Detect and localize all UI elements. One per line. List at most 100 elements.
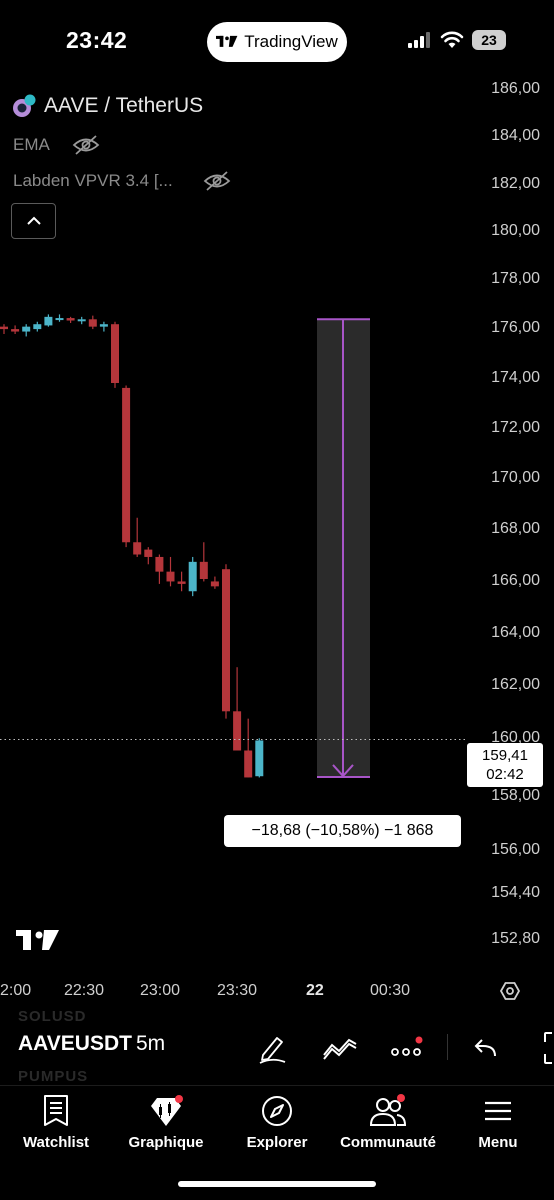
candle-body [188,561,197,592]
price-axis-label: 170,00 [491,469,540,486]
candle-body [22,326,31,332]
cellular-signal-icon [408,32,430,48]
price-axis-label: 184,00 [491,127,540,144]
nav-graphique[interactable]: Graphique [111,1094,221,1151]
indicator-label: Labden VPVR 3.4 [... [13,171,173,190]
candle [177,571,186,592]
price-axis-label: 166,00 [491,572,540,589]
compass-icon [262,1096,292,1126]
aave-coin-icon [13,94,36,117]
price-axis-label: 176,00 [491,319,540,336]
indicator-lines-icon [323,1038,357,1060]
candle-body [255,740,264,777]
ghost-symbol-below: PUMPUS [18,1068,89,1085]
nav-watchlist[interactable]: Watchlist [1,1094,111,1151]
candle-body [144,549,153,557]
candle-body [99,324,108,327]
undo-icon [474,1039,496,1057]
price-axis-label: 152,80 [491,930,540,947]
status-icons: 23 [408,30,506,50]
nav-explorer[interactable]: Explorer [222,1094,332,1151]
nav-label: Communauté [340,1134,436,1151]
status-time: 23:42 [66,27,128,53]
eye-hidden-icon[interactable] [203,170,231,192]
more-dots-icon [391,1036,423,1056]
measure-result-label: −18,68 (−10,58%) −1 868 [224,815,461,847]
price-chart[interactable] [0,0,554,1010]
time-axis-label: 23:30 [217,982,258,999]
chevron-up-icon [26,216,41,225]
candle [44,314,53,327]
nav-menu[interactable]: Menu [443,1094,553,1151]
chart-toolbar: AAVEUSDT 5m [0,1022,554,1074]
undo-button[interactable] [468,1030,504,1066]
settings-icon[interactable] [499,982,521,1000]
fullscreen-icon [544,1032,552,1064]
indicator-vpvr[interactable]: Labden VPVR 3.4 [... [13,170,231,192]
candle-body [233,711,242,751]
candle-body [210,581,219,587]
symbol-title: AAVE / TetherUS [44,94,204,117]
price-axis-label: 172,00 [491,419,540,436]
time-axis-label: 22:30 [64,982,105,999]
candle [22,324,31,337]
eye-hidden-icon[interactable] [72,134,100,156]
collapse-legend-button[interactable] [11,203,56,239]
community-icon [369,1094,407,1126]
price-axis-label: 182,00 [491,175,540,192]
candle [66,316,75,323]
candle-body [177,581,186,584]
time-axis-label: 23:00 [140,982,181,999]
candle-body [0,326,8,330]
price-axis-label: 186,00 [491,80,540,97]
home-indicator [178,1181,376,1187]
nav-communaute[interactable]: Communauté [333,1094,443,1151]
candle-body [77,319,86,322]
price-axis-label: 178,00 [491,270,540,287]
current-price-value: 159,41 [482,747,528,764]
candle-body [133,542,142,555]
candle-body [66,318,75,321]
candle-body [166,571,175,582]
indicators-button[interactable] [322,1030,358,1066]
candle [233,667,242,751]
tradingview-watermark-icon [16,930,59,950]
bottom-navigation: Watchlist Graphique Explorer Communauté [0,1085,554,1200]
indicator-ema[interactable]: EMA [13,134,100,156]
current-price-tag: 159,41 02:42 [467,743,543,787]
price-axis-label: 156,00 [491,841,540,858]
more-options-button[interactable] [389,1030,425,1066]
nav-label: Menu [478,1134,518,1151]
nav-label: Graphique [128,1134,204,1151]
candle-body [33,324,42,330]
candle [0,324,8,334]
measure-tool[interactable] [317,318,370,778]
fullscreen-button[interactable] [530,1030,554,1066]
candle-body [88,319,97,327]
nav-label: Explorer [246,1134,308,1151]
candle [244,718,253,778]
candle-body [122,387,131,543]
candle [166,556,175,587]
price-axis-label: 162,00 [491,676,540,693]
candle-body [11,329,20,332]
interval-button[interactable]: 5m [136,1032,166,1055]
symbol-picker[interactable]: AAVEUSDT [18,1032,132,1055]
candle [55,314,64,322]
tradingview-pill[interactable]: TradingView [207,22,347,62]
bar-countdown: 02:42 [486,766,524,783]
candle [188,556,197,597]
candle-body [55,318,64,321]
candle [33,321,42,332]
time-axis-label: 2:00 [0,982,32,999]
symbol-header[interactable]: AAVE / TetherUS [12,94,203,118]
menu-icon [485,1101,511,1121]
price-axis-label: 174,00 [491,369,540,386]
candle-body [111,324,119,383]
tradingview-logo-icon [216,35,238,47]
price-axis-label: 164,00 [491,624,540,641]
drawing-tool-button[interactable] [254,1030,290,1066]
candle [77,316,86,325]
wifi-icon [440,31,464,48]
candle-body [44,316,53,326]
